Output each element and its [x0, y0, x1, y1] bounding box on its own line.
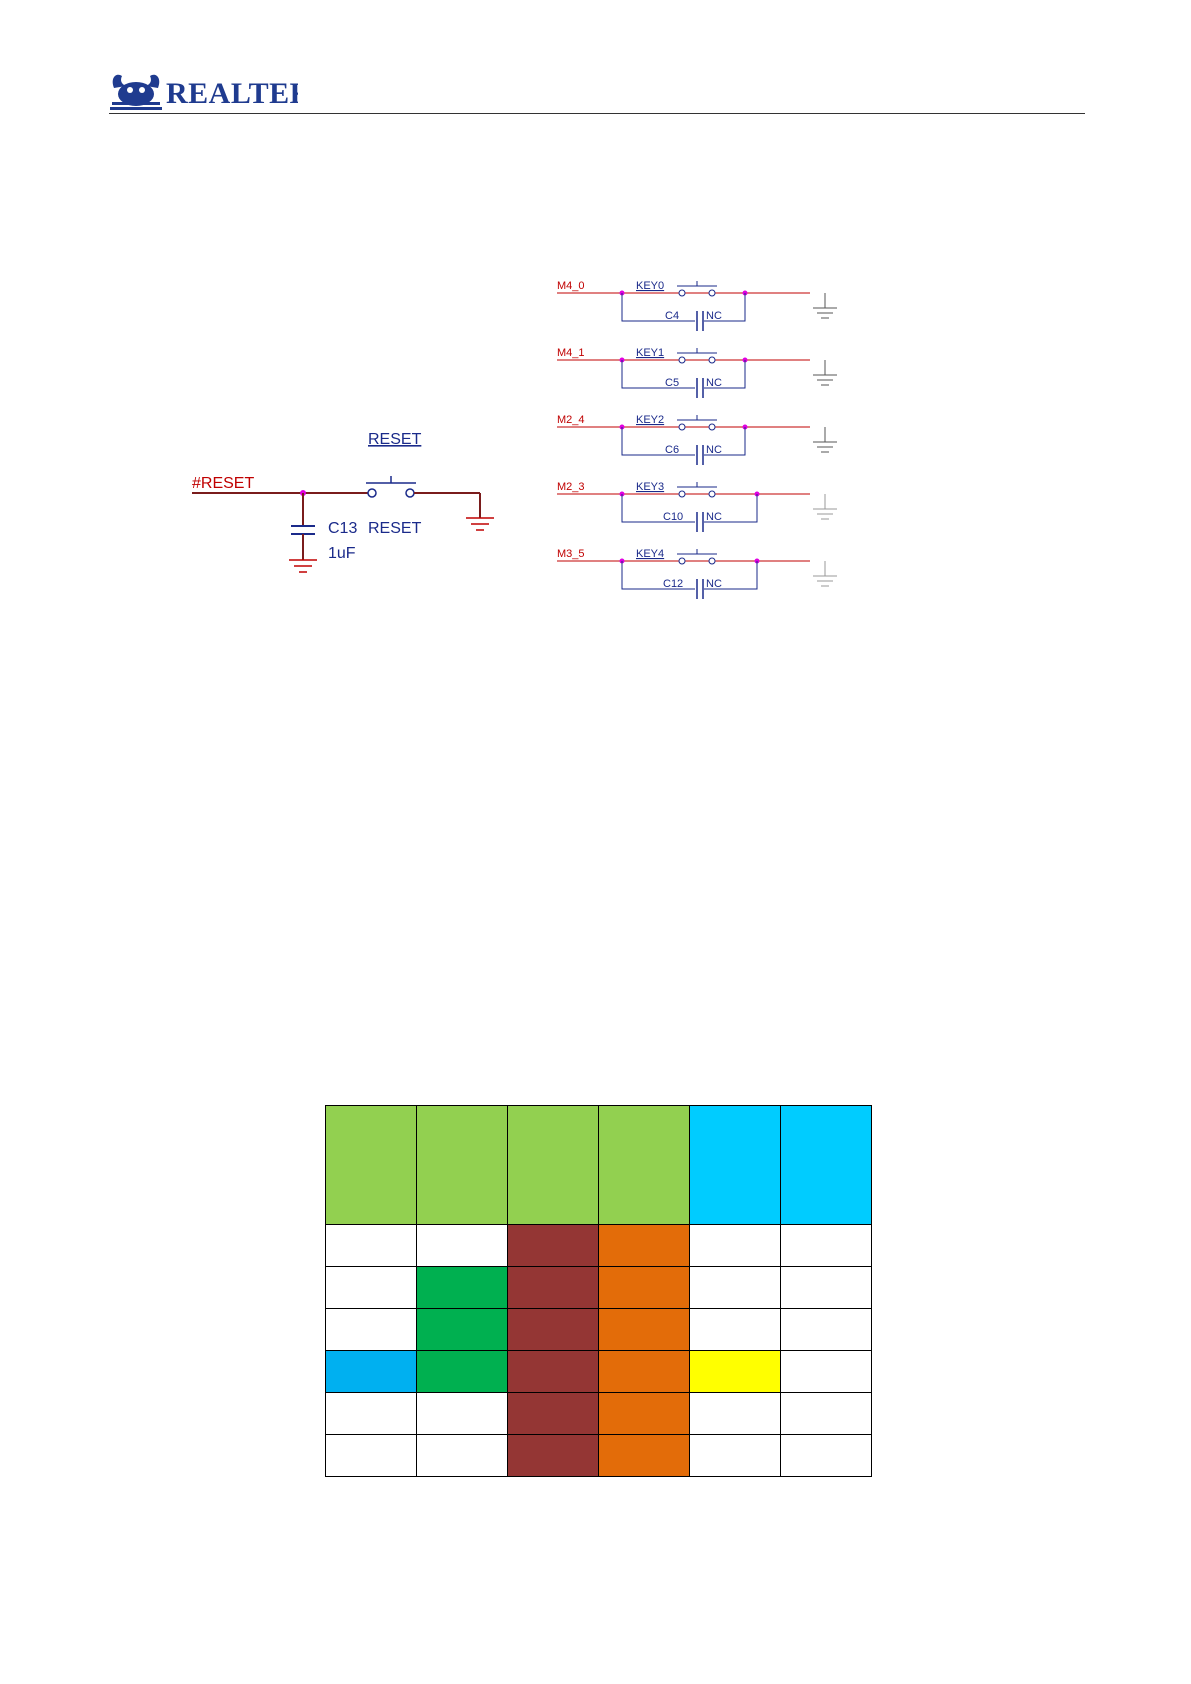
- table-cell-white: [780, 1350, 872, 1393]
- key-cap-ref: C10: [663, 511, 683, 523]
- table-row: [325, 1434, 872, 1477]
- ground-icon: [813, 508, 837, 520]
- table-cell-white: [689, 1224, 781, 1267]
- key-circuit-4: M3_5 KEY4 C12 NC: [557, 548, 837, 599]
- table-cell-light-green: [507, 1105, 599, 1225]
- cap-value-c13: 1uF: [328, 545, 356, 562]
- table-cell-cyan: [780, 1105, 872, 1225]
- table-cell-cyan: [689, 1105, 781, 1225]
- ground-icon: [813, 441, 837, 453]
- key-net-label: M4_0: [557, 280, 585, 292]
- table-row: [325, 1308, 872, 1351]
- key-cap-value: NC: [706, 444, 722, 456]
- cap-ref-c13: C13: [328, 520, 357, 537]
- key-cap-ref: C12: [663, 578, 683, 590]
- table-cell-white: [325, 1266, 417, 1309]
- key-ref: KEY1: [636, 347, 664, 359]
- ground-icon: [813, 374, 837, 386]
- table-cell-light-green: [598, 1105, 690, 1225]
- table-cell-brown: [507, 1434, 599, 1477]
- ground-icon: [813, 575, 837, 587]
- table-cell-green: [416, 1308, 508, 1351]
- table-cell-orange: [598, 1350, 690, 1393]
- table-cell-brown: [507, 1224, 599, 1267]
- table-cell-white: [780, 1224, 872, 1267]
- table-cell-yellow: [689, 1350, 781, 1393]
- key-ref: KEY3: [636, 481, 664, 493]
- table-cell-blue: [325, 1350, 417, 1393]
- table-cell-white: [780, 1434, 872, 1477]
- color-mapping-table: [325, 1105, 872, 1477]
- table-header-row: [325, 1105, 872, 1225]
- crab-icon: [110, 74, 162, 110]
- ground-icon: [289, 559, 317, 573]
- ground-icon: [813, 307, 837, 319]
- schematic-diagram: #RESET RESET RESET C13 1uF M4_0: [192, 280, 837, 599]
- key-circuit-1: M4_1 KEY1 C5 NC: [557, 347, 837, 398]
- table-cell-light-green: [416, 1105, 508, 1225]
- table-cell-white: [325, 1224, 417, 1267]
- table-cell-brown: [507, 1392, 599, 1435]
- key-net-label: M2_4: [557, 414, 585, 426]
- key-circuit-0: M4_0 KEY0 C4 NC: [557, 280, 837, 331]
- key-cap-value: NC: [706, 511, 722, 523]
- table-cell-white: [689, 1434, 781, 1477]
- table-cell-brown: [507, 1350, 599, 1393]
- table-cell-orange: [598, 1434, 690, 1477]
- table-cell-white: [780, 1266, 872, 1309]
- table-cell-white: [416, 1392, 508, 1435]
- table-cell-orange: [598, 1308, 690, 1351]
- table-cell-white: [325, 1308, 417, 1351]
- table-cell-green: [416, 1266, 508, 1309]
- key-cap-value: NC: [706, 377, 722, 389]
- table-row: [325, 1224, 872, 1267]
- table-row: [325, 1350, 872, 1393]
- table-cell-white: [689, 1308, 781, 1351]
- table-cell-white: [325, 1434, 417, 1477]
- table-cell-white: [780, 1392, 872, 1435]
- realtek-logo: REALTEK: [110, 74, 298, 110]
- key-net-label: M2_3: [557, 481, 585, 493]
- table-cell-brown: [507, 1266, 599, 1309]
- table-cell-white: [416, 1434, 508, 1477]
- reset-circuit: #RESET RESET RESET C13 1uF: [192, 431, 494, 573]
- key-cap-ref: C4: [665, 310, 679, 322]
- table-cell-white: [689, 1266, 781, 1309]
- key-cap-value: NC: [706, 578, 722, 590]
- table-cell-orange: [598, 1224, 690, 1267]
- reset-net-label: #RESET: [192, 475, 254, 492]
- table-cell-brown: [507, 1308, 599, 1351]
- table-cell-light-green: [325, 1105, 417, 1225]
- ground-icon: [466, 517, 494, 531]
- table-cell-white: [416, 1224, 508, 1267]
- key-net-label: M4_1: [557, 347, 585, 359]
- header-divider: [109, 113, 1085, 114]
- table-cell-orange: [598, 1392, 690, 1435]
- table-cell-white: [689, 1392, 781, 1435]
- key-ref: KEY4: [636, 548, 664, 560]
- key-ref: KEY0: [636, 280, 664, 292]
- key-net-label: M3_5: [557, 548, 585, 560]
- key-cap-ref: C5: [665, 377, 679, 389]
- brand-name: REALTEK: [166, 77, 298, 110]
- key-circuit-3: M2_3 KEY3 C10 NC: [557, 481, 837, 532]
- table-cell-white: [780, 1308, 872, 1351]
- table-cell-white: [325, 1392, 417, 1435]
- key-ref: KEY2: [636, 414, 664, 426]
- table-row: [325, 1392, 872, 1435]
- key-circuit-2: M2_4 KEY2 C6 NC: [557, 414, 837, 465]
- table-cell-orange: [598, 1266, 690, 1309]
- reset-switch-ref: RESET: [368, 431, 422, 448]
- table-row: [325, 1266, 872, 1309]
- reset-switch-value: RESET: [368, 520, 422, 537]
- key-cap-ref: C6: [665, 444, 679, 456]
- table-cell-green: [416, 1350, 508, 1393]
- key-cap-value: NC: [706, 310, 722, 322]
